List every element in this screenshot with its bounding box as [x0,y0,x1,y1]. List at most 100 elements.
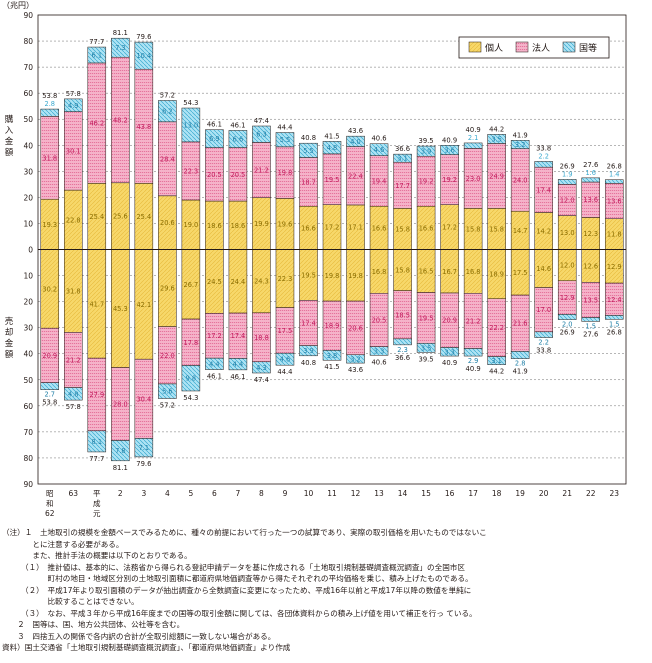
purchase-value-label: 16.6 [419,224,434,232]
purchase-total-label: 46.1 [230,121,245,129]
purchase-value-label: 5.5 [303,147,314,155]
purchase-total-label: 77.7 [89,38,104,46]
y-tick-label: 90 [23,11,33,20]
legend-label-hojin: 法人 [532,42,550,54]
bar-purchase-segment [299,142,318,158]
sales-value-label: 30.4 [136,395,151,403]
y-tick-label: 40 [23,350,33,359]
purchase-value-label: 12.0 [560,196,575,204]
bar-purchase-segment [393,153,412,163]
sales-value-label: 42.1 [136,301,151,309]
sales-value-label: 2.2 [538,339,549,347]
sales-total-label: 47.4 [254,376,269,384]
purchase-value-label: 13.6 [607,198,622,206]
purchase-value-label: 3.1 [397,155,408,163]
purchase-value-label: 30.1 [66,147,81,155]
purchase-total-label: 26.8 [607,163,622,171]
purchase-value-label: 48.2 [113,117,128,125]
bar-purchase-segment [463,142,483,149]
note-line: （１） 推計値は、基本的に、法務省から得られる登記申請データを基に作成される「土… [2,562,465,572]
purchase-axis-label-char: 購 [5,114,14,125]
purchase-total-label: 57.2 [160,91,175,99]
sales-value-label: 12.4 [607,296,622,304]
purchase-value-label: 3.9 [421,148,432,156]
x-tick-label: 2 [118,489,123,498]
purchase-value-label: 2.2 [538,152,549,160]
purchase-value-label: 12.3 [583,230,598,238]
purchase-total-label: 81.1 [113,29,128,37]
y-axis-ticks: 90 80 70 60 50 40 30 20 10 0 10 20 30 40 50 60 70 80 90 [23,11,33,489]
unit-label: （兆円） [2,0,34,10]
purchase-total-label: 54.3 [183,99,198,107]
sales-total-label: 53.8 [42,399,57,407]
x-tick-label: 和 [46,499,54,508]
sales-value-label: 16.5 [419,267,434,275]
sales-total-label: 26.9 [560,329,575,337]
purchase-axis-label-char: 入 [5,126,14,136]
bar-sales-segment [322,350,342,361]
sales-value-label: 20.9 [442,317,457,325]
legend-label-kojin: 個人 [485,42,503,54]
note-line: とに注意する必要がある。 [2,539,124,549]
bar-purchase-segment [205,129,224,148]
purchase-value-label: 19.2 [442,176,457,184]
purchase-value-label: 6.3 [256,131,267,139]
purchase-value-label: 17.2 [442,224,457,232]
sales-value-label: 17.8 [184,339,199,347]
sales-total-label: 54.3 [183,394,198,402]
bar-sales-segment [111,440,130,462]
sales-total-label: 46.1 [207,373,222,381]
x-tick-label: 11 [327,489,337,498]
purchase-value-label: 11.8 [607,231,622,239]
purchase-value-label: 4.9 [68,102,79,110]
bar-sales-segment [463,348,483,357]
bar-purchase-segment [322,141,342,155]
sales-value-label: 3.3 [444,348,455,356]
purchase-value-label: 4.0 [350,138,361,146]
sales-value-label: 24.4 [231,278,246,286]
sales-total-label: 81.1 [113,464,128,472]
purchase-value-label: 2.1 [468,134,479,142]
x-tick-label: 6 [212,489,217,498]
sales-value-label: 3.8 [327,352,338,360]
sales-value-label: 2.7 [45,391,56,399]
purchase-value-label: 20.6 [160,219,175,227]
x-tick-label: 18 [492,489,502,498]
y-tick-label: 60 [23,89,33,98]
sales-value-label: 19.5 [419,314,434,322]
purchase-value-label: 6.6 [233,136,244,144]
sales-value-label: 1.5 [609,320,620,328]
bar-purchase-segment [252,125,271,143]
sales-value-label: 3.1 [491,357,502,365]
sales-value-label: 20.6 [348,324,363,332]
sales-axis-label-char: 却 [5,327,14,338]
note-line: （注）１ 土地取引の規模を金額ベースでみるために、種々の前提において行った一つの… [2,528,487,537]
sales-value-label: 7.1 [139,444,150,452]
bar-purchase-segment [111,37,130,58]
bar-purchase-segment [369,143,389,156]
sales-total-label: 40.8 [301,359,316,367]
y-tick-label: 0 [28,246,33,255]
sales-total-label: 40.9 [466,365,481,373]
purchase-value-label: 31.8 [42,154,57,162]
x-tick-label: 10 [304,489,314,498]
purchase-total-label: 27.6 [583,161,598,169]
legend-swatch-hojin [515,41,529,53]
purchase-value-label: 19.0 [184,221,199,229]
purchase-total-label: 40.8 [301,134,316,142]
x-tick-label: 21 [562,489,572,498]
sales-value-label: 20.5 [372,316,387,324]
sales-value-label: 16.8 [466,268,481,276]
sales-value-label: 22.3 [278,275,293,283]
sales-value-label: 4.3 [256,364,267,372]
sales-value-label: 19.5 [301,271,316,279]
bar-purchase-segment [275,132,295,148]
sales-value-label: 12.6 [583,262,598,270]
sales-value-label: 27.9 [89,391,104,399]
purchase-value-label: 3.2 [515,141,526,149]
purchase-value-label: 22.4 [348,172,363,180]
purchase-total-label: 53.8 [42,92,57,100]
bar-purchase-segment [64,98,83,112]
sales-value-label: 5.6 [162,388,173,396]
